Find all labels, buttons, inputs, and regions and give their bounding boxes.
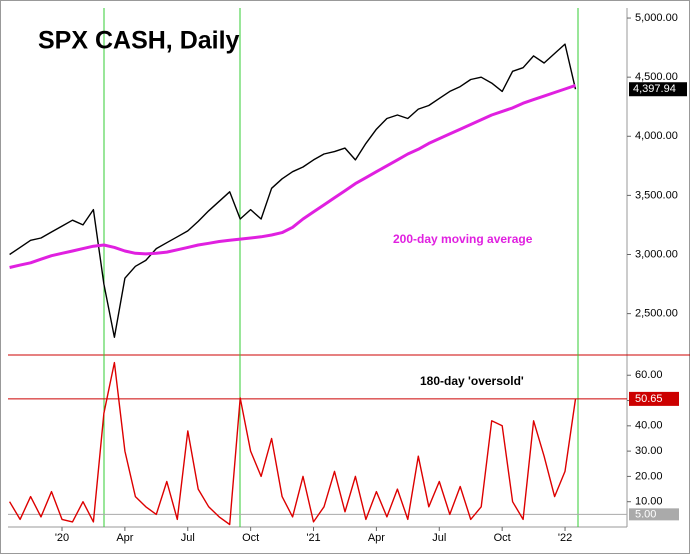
y-tick-label: 2,500.00 [635, 308, 678, 320]
y-tick-label: 10.00 [635, 496, 663, 508]
threshold-value: 50.65 [635, 393, 663, 405]
x-tick-label: Apr [368, 532, 385, 544]
chart-title: SPX CASH, Daily [38, 27, 240, 55]
data-line [9, 43, 577, 338]
x-tick-label: '22 [558, 532, 572, 544]
x-tick-label: '21 [306, 532, 320, 544]
x-tick-label: Jul [181, 532, 195, 544]
lower-value: 5.00 [635, 508, 656, 520]
y-tick-label: 20.00 [635, 470, 663, 482]
y-tick-label: 4,000.00 [635, 130, 678, 142]
x-tick-label: '20 [55, 532, 69, 544]
x-tick-label: Oct [494, 532, 511, 544]
y-tick-label: 3,500.00 [635, 189, 678, 201]
lower-box [629, 508, 679, 521]
ma-label: 200-day moving average [393, 232, 533, 246]
x-tick-label: Jul [432, 532, 446, 544]
data-line [8, 361, 577, 526]
y-tick-label: 40.00 [635, 420, 663, 432]
threshold-label: 180-day 'oversold' [420, 374, 524, 388]
y-tick-label: 30.00 [635, 445, 663, 457]
y-tick-label: 5,000.00 [635, 12, 678, 24]
x-tick-label: Oct [242, 532, 259, 544]
y-tick-label: 4,500.00 [635, 71, 678, 83]
y-tick-label: 3,000.00 [635, 248, 678, 260]
y-tick-label: 60.00 [635, 369, 663, 381]
last-value-label: 4,397.94 [633, 83, 676, 95]
last-value-box [629, 82, 687, 97]
x-tick-label: Apr [116, 532, 133, 544]
threshold-box [629, 391, 679, 406]
data-line [9, 83, 576, 269]
